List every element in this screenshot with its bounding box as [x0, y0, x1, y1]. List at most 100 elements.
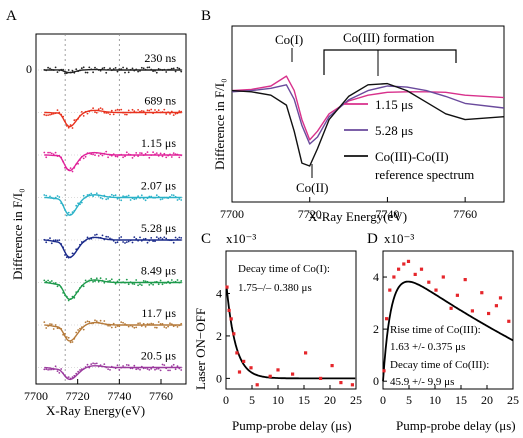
trace-a-point-5 [43, 238, 46, 241]
trace-a-point-2 [64, 120, 66, 123]
panel-b-xlabel: X-Ray Energy(eV) [308, 209, 407, 224]
trace-a-point-2 [88, 110, 91, 113]
trace-a-point-5 [150, 237, 153, 239]
trace-a-point-3 [120, 153, 123, 156]
trace-a-point-7 [139, 322, 141, 324]
trace-a-point-5 [92, 236, 94, 239]
trace-a-point-5 [50, 242, 53, 245]
trace-a-point-3 [71, 170, 74, 173]
trace-a-point-8 [90, 363, 93, 365]
trace-a-point-4 [116, 197, 119, 200]
panel-c-annotation-value: 1.75–/– 0.380 μs [238, 282, 312, 294]
trace-a-point-7 [127, 325, 130, 328]
trace-a-point-3 [64, 166, 66, 169]
trace-a-point-2 [124, 113, 126, 116]
trace-a-point-5 [124, 242, 126, 244]
trace-a-label-1: 230 ns [144, 51, 176, 65]
panel-c-ytick-label-1: 2 [216, 329, 222, 343]
trace-a-point-7 [165, 327, 168, 329]
trace-a-point-2 [139, 110, 141, 113]
trace-a-point-3 [170, 156, 173, 158]
trace-a-point-2 [45, 114, 48, 117]
panel-b-letter: B [201, 8, 211, 24]
trace-a-point-4 [47, 196, 49, 199]
trace-a-point-2 [107, 112, 109, 114]
panel-c-xtick-label-3: 15 [298, 393, 310, 407]
trace-a-point-7 [73, 337, 76, 340]
legend-label-2: 5.28 μs [375, 123, 413, 138]
trace-a-point-3 [62, 160, 64, 163]
trace-a-point-5 [109, 237, 111, 240]
trace-a-point-5 [75, 248, 78, 251]
trace-a-point-4 [148, 195, 151, 198]
trace-a-point-7 [180, 322, 183, 325]
trace-a-point-1 [131, 67, 134, 70]
panel-c-point-17 [350, 383, 354, 387]
trace-a-point-1 [133, 69, 136, 72]
panel-a-xtick-label-1: 7720 [66, 389, 90, 403]
trace-a-point-5 [65, 256, 68, 259]
panel-d-point-21 [507, 319, 511, 323]
trace-a-point-7 [161, 323, 164, 325]
trace-a-point-7 [64, 332, 66, 335]
panel-c-point-12 [291, 372, 295, 376]
trace-a-point-6 [43, 279, 46, 282]
trace-a-point-8 [129, 367, 132, 370]
trace-a-point-2 [54, 112, 57, 115]
trace-a-point-3 [122, 156, 124, 159]
trace-a-point-4 [62, 204, 64, 207]
trace-a-point-7 [97, 321, 100, 324]
trace-a-point-3 [144, 153, 147, 155]
panel-a-ylabel: Difference in F/I₀ [10, 188, 25, 280]
trace-a-point-4 [169, 195, 171, 198]
trace-a-point-3 [88, 152, 91, 155]
trace-a-point-7 [71, 341, 74, 343]
panel-d-point-18 [487, 311, 491, 316]
trace-a-point-7 [77, 329, 79, 331]
panel-d-point-19 [494, 304, 498, 308]
trace-a-point-8 [82, 368, 85, 370]
trace-a-point-4 [109, 195, 111, 198]
trace-a-point-6 [150, 282, 153, 285]
trace-a-point-6 [109, 279, 111, 282]
trace-a-point-7 [140, 325, 143, 327]
trace-a-point-7 [62, 333, 64, 336]
trace-a-point-4 [92, 195, 94, 198]
trace-a-point-2 [178, 110, 181, 112]
trace-a-point-7 [163, 326, 166, 328]
trace-a-point-3 [112, 153, 115, 156]
trace-a-point-4 [170, 194, 173, 196]
trace-a-point-7 [58, 327, 61, 330]
trace-a-point-4 [49, 195, 51, 198]
trace-a-point-4 [180, 199, 183, 201]
trace-a-point-6 [95, 277, 98, 280]
trace-a-point-7 [133, 326, 136, 329]
trace-a-point-3 [159, 152, 162, 155]
trace-a-point-4 [159, 198, 162, 201]
trace-a-point-4 [127, 194, 130, 197]
trace-a-point-5 [82, 240, 85, 243]
trace-a-point-5 [176, 238, 179, 241]
trace-a-point-1 [161, 69, 164, 71]
trace-a-point-6 [133, 283, 136, 285]
trace-a-point-1 [73, 71, 76, 74]
trace-a-point-5 [178, 236, 181, 239]
trace-a-point-4 [142, 197, 145, 200]
panel-c-point-5 [235, 351, 239, 355]
annotation-co-iii-bracket [323, 49, 457, 75]
trace-a-point-1 [167, 68, 170, 71]
trace-a-point-6 [174, 280, 177, 283]
panel-c: C x10⁻³ Laser ON−OFF Pump-probe delay (μ… [193, 231, 362, 433]
trace-a-point-7 [135, 326, 138, 329]
trace-a-point-7 [101, 322, 104, 325]
trace-a-point-4 [50, 196, 53, 199]
panel-d-point-1 [382, 369, 386, 373]
trace-a-point-6 [69, 298, 72, 300]
trace-a-point-8 [112, 366, 115, 369]
trace-a-point-6 [77, 290, 79, 293]
trace-a-point-5 [80, 241, 83, 243]
trace-a-point-3 [103, 152, 106, 155]
trace-a-point-5 [133, 236, 136, 239]
trace-a-point-8 [167, 369, 170, 372]
trace-a-point-1 [137, 70, 140, 73]
